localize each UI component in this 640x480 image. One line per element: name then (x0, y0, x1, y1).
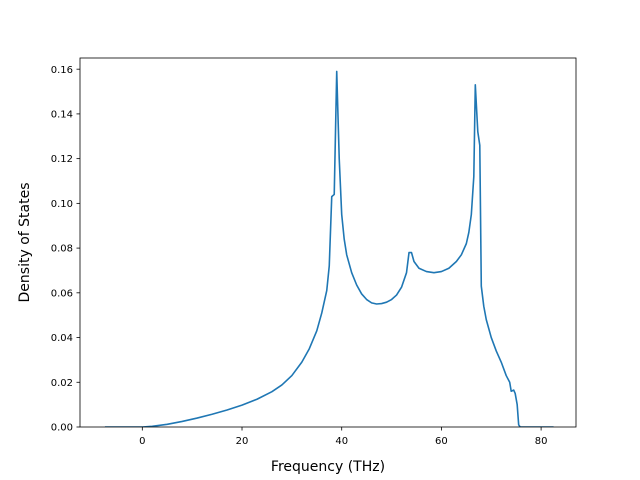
y-tick-label: 0.10 (51, 199, 73, 210)
dos-series-line-0 (104, 70, 554, 427)
x-axis-ticks: 0 20 40 60 80 (139, 427, 547, 447)
x-tick-label: 20 (236, 436, 249, 447)
y-tick-label: 0.08 (51, 244, 73, 255)
y-tick-label: 0.04 (51, 333, 73, 344)
axes-frame (79, 57, 577, 428)
y-tick-label: 0.12 (51, 154, 73, 165)
y-tick-label: 0.06 (51, 288, 73, 299)
plot-area (104, 70, 554, 427)
y-axis-title: Density of States (17, 183, 33, 303)
y-tick-label: 0.02 (51, 378, 73, 389)
x-tick-label: 80 (535, 436, 548, 447)
x-tick-label: 40 (335, 436, 348, 447)
y-tick-label: 0.14 (51, 110, 73, 121)
x-axis-title: Frequency (THz) (271, 459, 385, 475)
y-tick-label: 0.00 (51, 423, 73, 434)
y-tick-label: 0.16 (51, 65, 73, 76)
x-tick-label: 0 (139, 436, 145, 447)
x-tick-label: 60 (435, 436, 448, 447)
y-axis-ticks: 0.00 0.02 0.04 0.06 0.08 0.10 0.12 0.14 0.16 (51, 65, 80, 434)
